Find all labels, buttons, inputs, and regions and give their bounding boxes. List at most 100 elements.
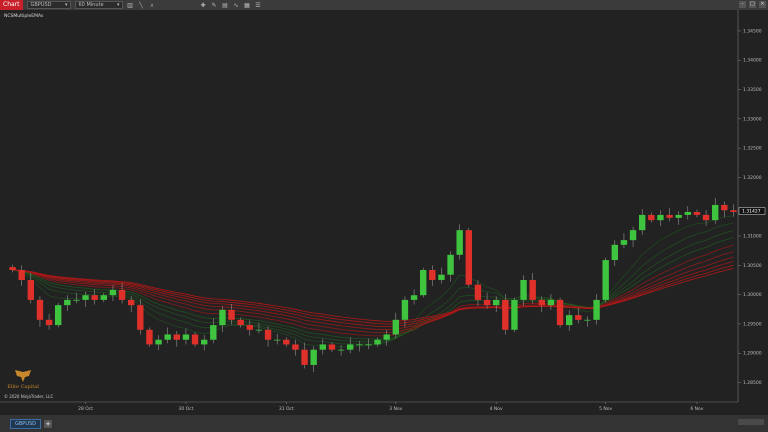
candle-body	[611, 244, 619, 261]
close-button[interactable]: ×	[759, 1, 766, 8]
tab-gbpusd[interactable]: GBPUSD	[10, 418, 42, 429]
candle-body	[529, 279, 536, 300]
candle-body	[492, 299, 500, 306]
candle-body	[191, 334, 199, 345]
candle-body	[474, 284, 482, 300]
candle-body	[118, 289, 126, 300]
candle-body	[137, 305, 144, 330]
candle-body	[511, 299, 518, 330]
templates-icon[interactable]: ▦	[244, 1, 250, 9]
candle-body	[365, 344, 372, 346]
candle-body	[45, 319, 53, 326]
candle-body	[383, 334, 390, 340]
chart-toolbar: Chart GBPUSD ▾ 60 Minute ▾ ▥ ╲ ⌕ ✚ ✎ ▤ ∿ ▦…	[0, 0, 768, 10]
candle-body	[200, 339, 208, 345]
indicator-icon[interactable]: ∿	[233, 1, 239, 9]
interval-selector[interactable]: 60 Minute ▾	[74, 1, 123, 9]
candle-body	[392, 319, 400, 335]
time-tick-label: 4 Nov	[490, 406, 503, 412]
candle-body	[401, 299, 409, 320]
candle-body	[228, 309, 235, 320]
zoom-icon[interactable]: ⌕	[150, 1, 154, 9]
candle-body	[465, 230, 473, 285]
candle-body	[447, 254, 454, 275]
ema-line	[12, 261, 734, 328]
price-tick-label: 1.29500	[743, 321, 762, 327]
candle-body	[374, 339, 381, 345]
ema-line	[12, 244, 734, 337]
window-controls: – □ ×	[739, 1, 766, 8]
candle-body	[602, 260, 609, 300]
properties-icon[interactable]: ☰	[255, 1, 261, 9]
candle-body	[419, 270, 427, 296]
horizontal-scrollbar[interactable]	[738, 419, 764, 425]
candle-body	[283, 339, 290, 345]
candle-body	[219, 309, 226, 326]
minimize-button[interactable]: –	[739, 1, 746, 8]
draw-line-icon[interactable]: ╲	[139, 1, 143, 9]
strategy-icon[interactable]: ▤	[222, 1, 228, 9]
candle-body	[273, 339, 281, 341]
candle-body	[292, 344, 299, 350]
chevron-down-icon: ▾	[116, 2, 120, 8]
logo: Elite Capital	[6, 370, 40, 390]
candle-body	[182, 334, 190, 340]
instrument-selector[interactable]: GBPUSD ▾	[26, 1, 71, 9]
ema-line	[12, 237, 734, 340]
chart-tab[interactable]: Chart	[0, 0, 23, 10]
drawing-tools-icon[interactable]: ✎	[211, 1, 217, 9]
candle-body	[36, 299, 44, 320]
time-tick-label: 28 Oct	[78, 406, 93, 412]
price-chart[interactable]: 1.34500 1.34000 1.33500 1.33000 1.32500 1.320…	[0, 10, 768, 415]
candle-body	[666, 214, 673, 218]
maximize-button[interactable]: □	[749, 1, 756, 8]
candle-body	[721, 204, 728, 211]
candle-body	[64, 299, 71, 306]
price-tick-label: 1.29000	[743, 351, 762, 357]
candle-body	[127, 299, 135, 306]
candle-body	[429, 270, 436, 280]
candle-body	[346, 344, 354, 350]
price-tick-label: 1.30000	[743, 292, 762, 298]
candle-body	[210, 325, 217, 340]
time-tick-label: 3 Nov	[389, 406, 402, 412]
candle-body	[648, 214, 655, 221]
candle-body	[246, 325, 254, 330]
tab-bar: GBPUSD +	[0, 415, 768, 432]
candle-body	[328, 344, 336, 350]
time-tick-label: 31 Oct	[279, 406, 294, 412]
candle-body	[410, 295, 418, 300]
candle-body	[502, 299, 509, 330]
crosshair-icon[interactable]: ✚	[200, 1, 206, 9]
ema-line	[12, 215, 734, 348]
add-tab-button[interactable]: +	[44, 419, 53, 428]
price-tick-label: 1.32500	[743, 146, 762, 152]
candle-body	[593, 299, 600, 320]
time-tick-label: 6 Nov	[690, 406, 703, 412]
price-tick-label: 1.34500	[743, 28, 762, 34]
candle-body	[319, 344, 327, 350]
candle-body	[301, 349, 308, 365]
instrument-value: GBPUSD	[30, 2, 52, 8]
candle-body	[100, 295, 108, 300]
candle-body	[675, 214, 682, 218]
candle-body	[356, 344, 363, 346]
ema-line	[12, 256, 734, 331]
candle-body	[337, 349, 345, 351]
price-tick-label: 1.30500	[743, 263, 762, 269]
candle-body	[109, 289, 117, 296]
candle-body	[264, 329, 272, 340]
time-tick-label: 5 Nov	[599, 406, 612, 412]
price-tick-label: 1.31000	[743, 234, 762, 240]
price-tick-label: 1.33000	[743, 116, 762, 122]
candle-body	[684, 211, 692, 215]
candle-body	[456, 230, 463, 255]
ema-line	[12, 251, 734, 334]
candle-body	[18, 270, 25, 280]
price-tick-label: 1.28500	[743, 380, 762, 386]
current-price-label: 1.31427	[742, 209, 761, 215]
candle-body	[730, 210, 737, 212]
candle-body	[620, 240, 628, 245]
bar-type-icon[interactable]: ▥	[127, 1, 133, 9]
candle-body	[584, 319, 591, 321]
